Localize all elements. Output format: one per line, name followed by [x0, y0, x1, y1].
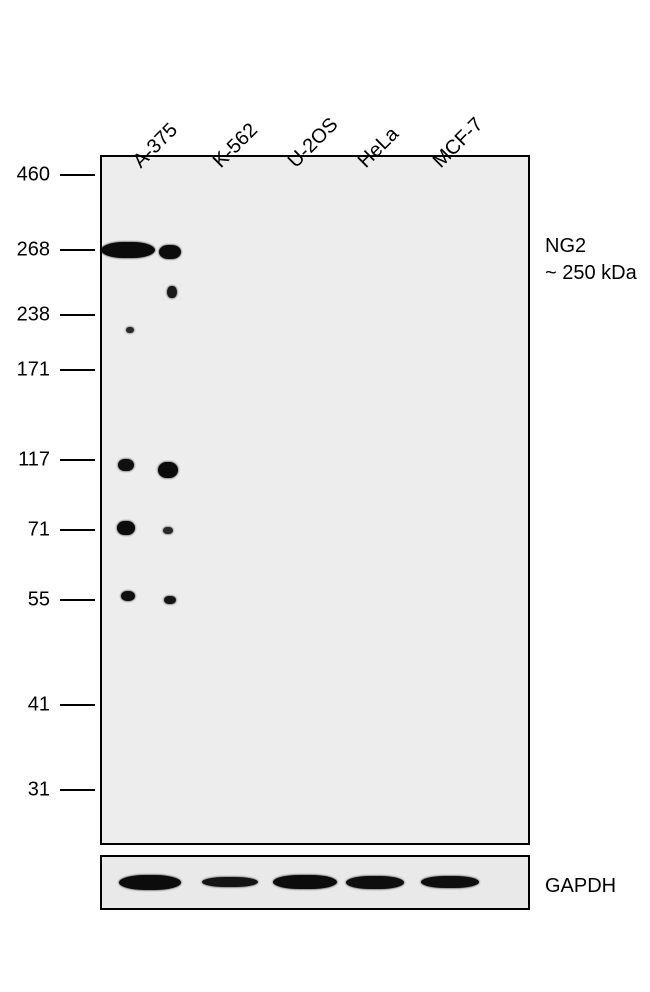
protein-band	[101, 242, 155, 258]
protein-band	[346, 876, 404, 889]
mw-tick	[60, 529, 95, 531]
protein-band	[119, 875, 181, 890]
mw-tick	[60, 599, 95, 601]
mw-label: 117	[18, 449, 50, 472]
mw-tick	[60, 174, 95, 176]
protein-band	[158, 462, 178, 478]
mw-label: 71	[28, 519, 50, 542]
protein-band	[117, 521, 135, 535]
mw-tick	[60, 249, 95, 251]
mw-label: 238	[17, 304, 50, 327]
target-protein-size-label: ~ 250 kDa	[545, 262, 637, 285]
loading-control-label: GAPDH	[545, 875, 616, 898]
protein-band	[159, 245, 181, 259]
target-protein-label: NG2	[545, 235, 586, 258]
western-blot-figure: 46026823817111771554131 A-375K-562U-2OSH…	[0, 0, 650, 992]
protein-band	[164, 596, 176, 604]
protein-band	[167, 286, 177, 298]
mw-label: 55	[28, 589, 50, 612]
mw-label: 41	[28, 694, 50, 717]
mw-label: 460	[17, 164, 50, 187]
protein-band	[118, 459, 134, 471]
mw-tick	[60, 789, 95, 791]
mw-tick	[60, 704, 95, 706]
protein-band	[421, 876, 479, 888]
mw-tick	[60, 459, 95, 461]
protein-band	[202, 877, 258, 887]
mw-tick	[60, 314, 95, 316]
protein-band	[163, 527, 173, 534]
mw-label: 31	[28, 779, 50, 802]
protein-band	[273, 875, 337, 889]
mw-label: 268	[17, 239, 50, 262]
protein-band	[126, 327, 134, 333]
mw-label: 171	[17, 359, 50, 382]
protein-band	[121, 591, 135, 601]
mw-tick	[60, 369, 95, 371]
